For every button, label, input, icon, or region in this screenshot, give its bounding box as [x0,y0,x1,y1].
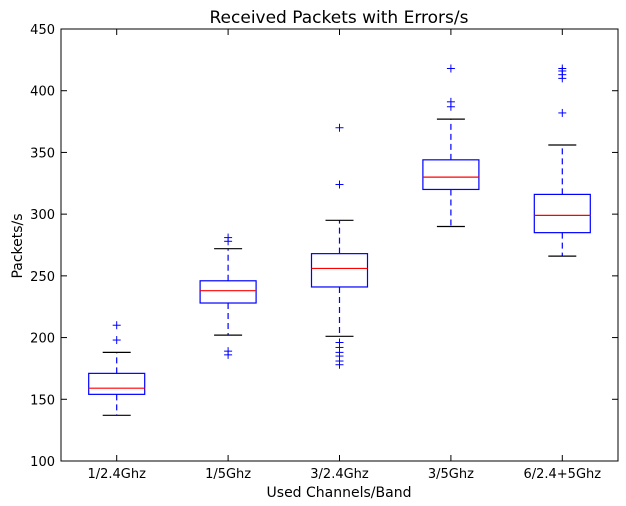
chart-title: Received Packets with Errors/s [210,8,469,28]
y-tick-label: 250 [30,270,55,285]
flier-point [112,336,121,345]
box [533,193,591,234]
plot-area: 100 150 200 250 300 350 400 450 1/2.4Ghz 1/5Ghz 3/… [30,23,619,482]
flier-point [224,347,233,356]
x-tick-label: 1/2.4Ghz [87,467,146,482]
x-tick-label: 3/2.4Ghz [310,467,369,482]
box [88,372,146,395]
plot-frame [60,28,619,462]
flier-point [558,64,567,73]
flier-point [446,64,455,73]
flier-point [335,123,344,132]
x-tick-label: 6/2.4+5Ghz [523,467,601,482]
box [422,159,480,191]
box [310,253,369,288]
y-tick-label: 300 [30,208,55,223]
y-tick-label: 100 [30,455,55,470]
flier-point [446,97,455,106]
y-tick-label: 400 [30,85,55,100]
flier-point [335,180,344,189]
y-tick-label: 200 [30,332,55,347]
box [199,280,257,304]
flier-point [558,108,567,117]
x-tick-label: 1/5Ghz [205,467,251,482]
flier-point [335,338,344,347]
flier-point [112,321,121,330]
y-axis-label: Packets/s [10,213,26,278]
x-axis-label: Used Channels/Band [267,485,412,501]
y-tick-label: 150 [30,393,55,408]
y-tick-label: 350 [30,146,55,161]
x-tick-label: 3/5Ghz [428,467,474,482]
y-tick-label: 450 [30,23,55,38]
flier-point [224,233,233,242]
